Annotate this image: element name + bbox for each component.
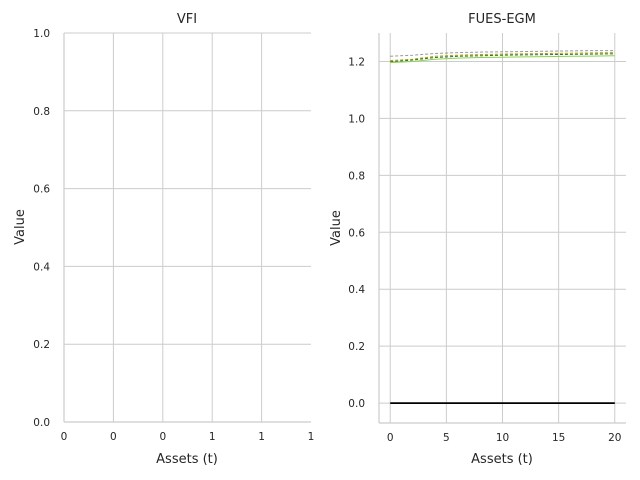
fues-egm-y-tick-label: 0.8 [348,170,365,182]
fues-egm-series-line-3 [390,53,615,63]
vfi-y-tick-label: 1.0 [33,28,50,40]
fues-egm-x-axis-label: Assets (t) [471,452,533,467]
fues-egm-y-tick-label: 0.2 [348,341,365,353]
fues-egm-y-ticks: 0.0 0.2 0.4 0.6 0.8 1.0 1.2 [348,56,365,410]
fues-egm-x-tick-label: 5 [443,432,450,444]
vfi-y-tick-label: 0.4 [33,261,50,273]
fues-egm-y-tick-label: 0.0 [348,398,365,410]
fues-egm-series-line-1 [390,50,615,57]
vfi-x-tick-label: 1 [258,431,265,443]
vfi-spines [63,33,311,423]
fues-egm-x-tick-label: 15 [552,432,565,444]
vfi-panel: 0 0 0 1 1 1 0.0 0.2 0.4 0.6 0.8 1.0 VFI Assets (t)… [13,12,314,467]
vfi-x-tick-label: 1 [209,431,216,443]
vfi-title: VFI [177,12,197,27]
vfi-y-axis-label: Value [13,209,28,245]
vfi-x-ticks: 0 0 0 1 1 1 [61,431,315,443]
fues-egm-x-tick-label: 20 [608,432,621,444]
fues-egm-series-line-2 [390,52,615,62]
fues-egm-y-axis-label: Value [329,210,344,246]
fues-egm-x-tick-label: 0 [387,432,394,444]
fues-egm-y-tick-label: 0.4 [348,284,365,296]
fues-egm-x-tick-label: 10 [496,432,509,444]
fues-egm-grid [379,33,626,423]
fues-egm-y-tick-label: 0.6 [348,227,365,239]
vfi-grid [64,32,311,423]
vfi-x-tick-label: 0 [61,431,68,443]
fues-egm-y-tick-label: 1.0 [348,113,365,125]
vfi-x-axis-label: Assets (t) [156,452,218,467]
vfi-y-tick-label: 0.2 [33,339,50,351]
fues-egm-series [390,50,615,405]
vfi-y-tick-label: 0.0 [33,417,50,429]
fues-egm-panel: 0 5 10 15 20 0.00.20.40.60.81.01.2 FUES-EGM … [329,12,626,467]
vfi-y-tick-label: 0.6 [33,184,50,196]
fues-egm-series-line-4 [390,55,615,64]
vfi-x-tick-label: 1 [308,431,315,443]
vfi-x-tick-label: 0 [159,431,166,443]
vfi-y-tick-label: 0.8 [33,106,50,118]
fues-egm-x-ticks: 0 5 10 15 20 [387,432,622,444]
fues-egm-title: FUES-EGM [468,12,536,27]
vfi-y-ticks: 0.0 0.2 0.4 0.6 0.8 1.0 [33,28,50,429]
fues-egm-y-tick-label: 1.2 [348,56,365,68]
vfi-x-tick-label: 0 [110,431,117,443]
fues-egm-spines [378,33,626,424]
